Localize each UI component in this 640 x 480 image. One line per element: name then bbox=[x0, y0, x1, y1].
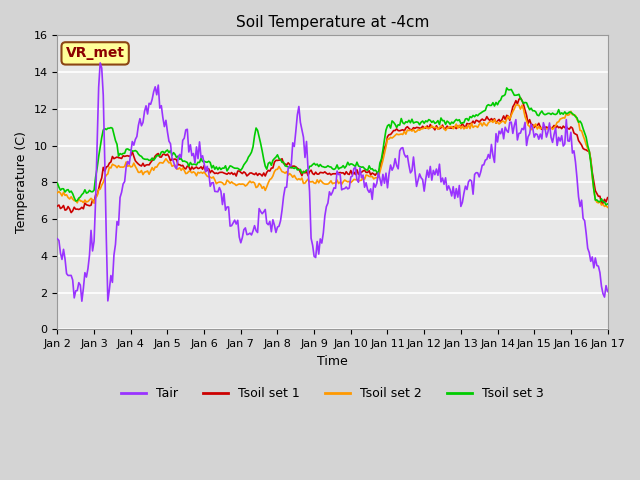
Tsoil set 2 bbox=[513, 102, 521, 108]
Tsoil set 1 bbox=[604, 195, 611, 201]
Tair bbox=[370, 180, 378, 186]
Tsoil set 3 bbox=[156, 153, 164, 158]
Tsoil set 2 bbox=[156, 160, 164, 166]
Tsoil set 2 bbox=[385, 136, 393, 142]
Tsoil set 1 bbox=[540, 124, 547, 130]
Tsoil set 2 bbox=[604, 204, 611, 210]
Tsoil set 3 bbox=[54, 180, 61, 186]
Tsoil set 1 bbox=[67, 210, 75, 216]
Legend: Tair, Tsoil set 1, Tsoil set 2, Tsoil set 3: Tair, Tsoil set 1, Tsoil set 2, Tsoil se… bbox=[116, 383, 548, 406]
Text: VR_met: VR_met bbox=[66, 47, 125, 60]
Line: Tsoil set 1: Tsoil set 1 bbox=[58, 98, 607, 213]
Tsoil set 3 bbox=[538, 108, 546, 114]
Tair bbox=[97, 60, 104, 66]
Y-axis label: Temperature (C): Temperature (C) bbox=[15, 132, 28, 233]
Tsoil set 2 bbox=[54, 190, 61, 196]
Tsoil set 3 bbox=[397, 116, 405, 121]
Tsoil set 1 bbox=[387, 132, 394, 137]
Tsoil set 3 bbox=[503, 85, 511, 91]
Tsoil set 1 bbox=[157, 154, 165, 160]
Tair bbox=[78, 298, 86, 304]
Tsoil set 3 bbox=[604, 201, 611, 207]
Tsoil set 3 bbox=[367, 166, 374, 172]
Tsoil set 3 bbox=[69, 191, 77, 197]
X-axis label: Time: Time bbox=[317, 355, 348, 368]
Tair bbox=[401, 151, 408, 157]
Tair bbox=[69, 277, 77, 283]
Tsoil set 2 bbox=[538, 125, 546, 131]
Tsoil set 1 bbox=[70, 204, 78, 210]
Tair bbox=[604, 288, 611, 294]
Tsoil set 1 bbox=[516, 95, 524, 101]
Tair bbox=[159, 115, 166, 120]
Tsoil set 3 bbox=[602, 202, 610, 208]
Tsoil set 1 bbox=[399, 127, 406, 132]
Line: Tsoil set 3: Tsoil set 3 bbox=[58, 88, 607, 205]
Title: Soil Temperature at -4cm: Soil Temperature at -4cm bbox=[236, 15, 429, 30]
Tsoil set 1 bbox=[54, 203, 61, 209]
Line: Tair: Tair bbox=[58, 63, 607, 301]
Tair bbox=[540, 120, 547, 126]
Tsoil set 2 bbox=[367, 174, 374, 180]
Tsoil set 3 bbox=[385, 121, 393, 127]
Tair bbox=[54, 236, 61, 241]
Tsoil set 2 bbox=[397, 131, 405, 137]
Tsoil set 2 bbox=[69, 196, 77, 202]
Line: Tsoil set 2: Tsoil set 2 bbox=[58, 105, 607, 207]
Tair bbox=[388, 168, 396, 173]
Tsoil set 1 bbox=[369, 170, 376, 176]
